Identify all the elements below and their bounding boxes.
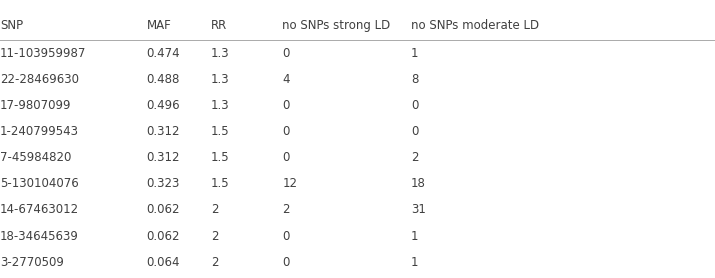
Text: 2: 2: [211, 256, 218, 269]
Text: 0.488: 0.488: [147, 73, 180, 86]
Text: 12: 12: [282, 177, 297, 190]
Text: 2: 2: [211, 203, 218, 217]
Text: 7-45984820: 7-45984820: [0, 151, 72, 164]
Text: 1.3: 1.3: [211, 99, 230, 112]
Text: 1.3: 1.3: [211, 73, 230, 86]
Text: 0.323: 0.323: [147, 177, 180, 190]
Text: no SNPs strong LD: no SNPs strong LD: [282, 19, 390, 31]
Text: 1.3: 1.3: [211, 47, 230, 60]
Text: 0.062: 0.062: [147, 230, 180, 243]
Text: 0: 0: [282, 47, 290, 60]
Text: 2: 2: [211, 230, 218, 243]
Text: 1-240799543: 1-240799543: [0, 125, 79, 138]
Text: 8: 8: [411, 73, 418, 86]
Text: 1.5: 1.5: [211, 125, 230, 138]
Text: 0: 0: [411, 99, 418, 112]
Text: 1.5: 1.5: [211, 151, 230, 164]
Text: 1.5: 1.5: [211, 177, 230, 190]
Text: MAF: MAF: [147, 19, 172, 31]
Text: 22-28469630: 22-28469630: [0, 73, 79, 86]
Text: 0.062: 0.062: [147, 203, 180, 217]
Text: 0: 0: [411, 125, 418, 138]
Text: 0.312: 0.312: [147, 151, 180, 164]
Text: 4: 4: [282, 73, 290, 86]
Text: 0: 0: [282, 256, 290, 269]
Text: 1: 1: [411, 47, 418, 60]
Text: 0.474: 0.474: [147, 47, 180, 60]
Text: 2: 2: [282, 203, 290, 217]
Text: 5-130104076: 5-130104076: [0, 177, 79, 190]
Text: 14-67463012: 14-67463012: [0, 203, 79, 217]
Text: 11-103959987: 11-103959987: [0, 47, 87, 60]
Text: 0.064: 0.064: [147, 256, 180, 269]
Text: 17-9807099: 17-9807099: [0, 99, 72, 112]
Text: RR: RR: [211, 19, 227, 31]
Text: 18-34645639: 18-34645639: [0, 230, 79, 243]
Text: 3-2770509: 3-2770509: [0, 256, 64, 269]
Text: 0.496: 0.496: [147, 99, 180, 112]
Text: SNP: SNP: [0, 19, 23, 31]
Text: 31: 31: [411, 203, 426, 217]
Text: 1: 1: [411, 256, 418, 269]
Text: 2: 2: [411, 151, 418, 164]
Text: 0: 0: [282, 99, 290, 112]
Text: 0: 0: [282, 125, 290, 138]
Text: 18: 18: [411, 177, 426, 190]
Text: 0: 0: [282, 230, 290, 243]
Text: 1: 1: [411, 230, 418, 243]
Text: 0: 0: [282, 151, 290, 164]
Text: no SNPs moderate LD: no SNPs moderate LD: [411, 19, 539, 31]
Text: 0.312: 0.312: [147, 125, 180, 138]
